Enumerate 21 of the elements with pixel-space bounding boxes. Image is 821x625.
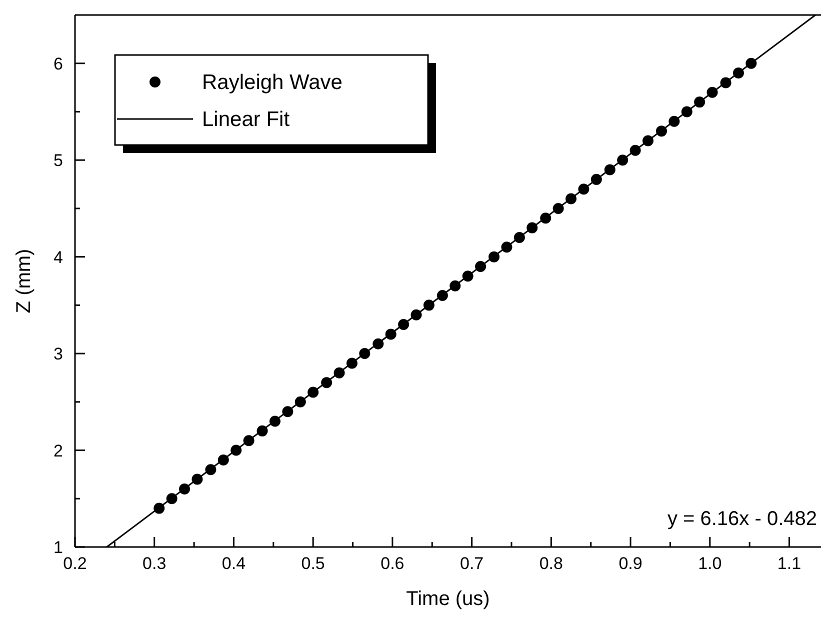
- y-tick-label: 1: [54, 538, 63, 557]
- x-tick-label: 0.9: [618, 554, 642, 573]
- y-tick-label: 5: [54, 151, 63, 170]
- x-tick-label: 0.7: [460, 554, 484, 573]
- annotation: y = 6.16x - 0.482: [667, 508, 817, 530]
- y-tick-label: 6: [54, 54, 63, 74]
- y-tick-label: 3: [54, 344, 63, 364]
- x-tick-label: 0.3: [142, 554, 166, 573]
- x-tick-label: 0.8: [539, 554, 563, 573]
- x-tick-label: 0.4: [222, 554, 246, 573]
- y-axis-title: Z (mm): [13, 248, 35, 314]
- x-axis-title: Time (us): [406, 588, 490, 610]
- x-tick-label: 1.1: [777, 554, 802, 573]
- legend-label: Linear Fit: [202, 108, 290, 131]
- x-tick-label: 1.0: [698, 554, 722, 573]
- x-tick-label: 0.5: [301, 554, 325, 573]
- legend-label: Rayleigh Wave: [202, 71, 342, 94]
- y-tick-label: 4: [54, 248, 63, 267]
- x-tick-label: 0.6: [380, 554, 404, 573]
- y-tick-label: 2: [54, 441, 63, 460]
- x-tick-label: 0.2: [63, 554, 87, 573]
